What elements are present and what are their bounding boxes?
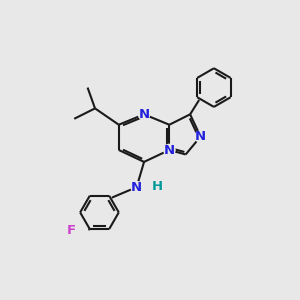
Text: N: N <box>195 130 206 143</box>
Text: N: N <box>131 181 142 194</box>
Circle shape <box>131 182 142 193</box>
Text: F: F <box>67 224 76 237</box>
Text: N: N <box>164 143 175 157</box>
Circle shape <box>164 144 175 156</box>
Text: N: N <box>139 108 150 121</box>
Text: H: H <box>152 180 163 193</box>
Circle shape <box>138 109 150 120</box>
Circle shape <box>195 131 206 142</box>
